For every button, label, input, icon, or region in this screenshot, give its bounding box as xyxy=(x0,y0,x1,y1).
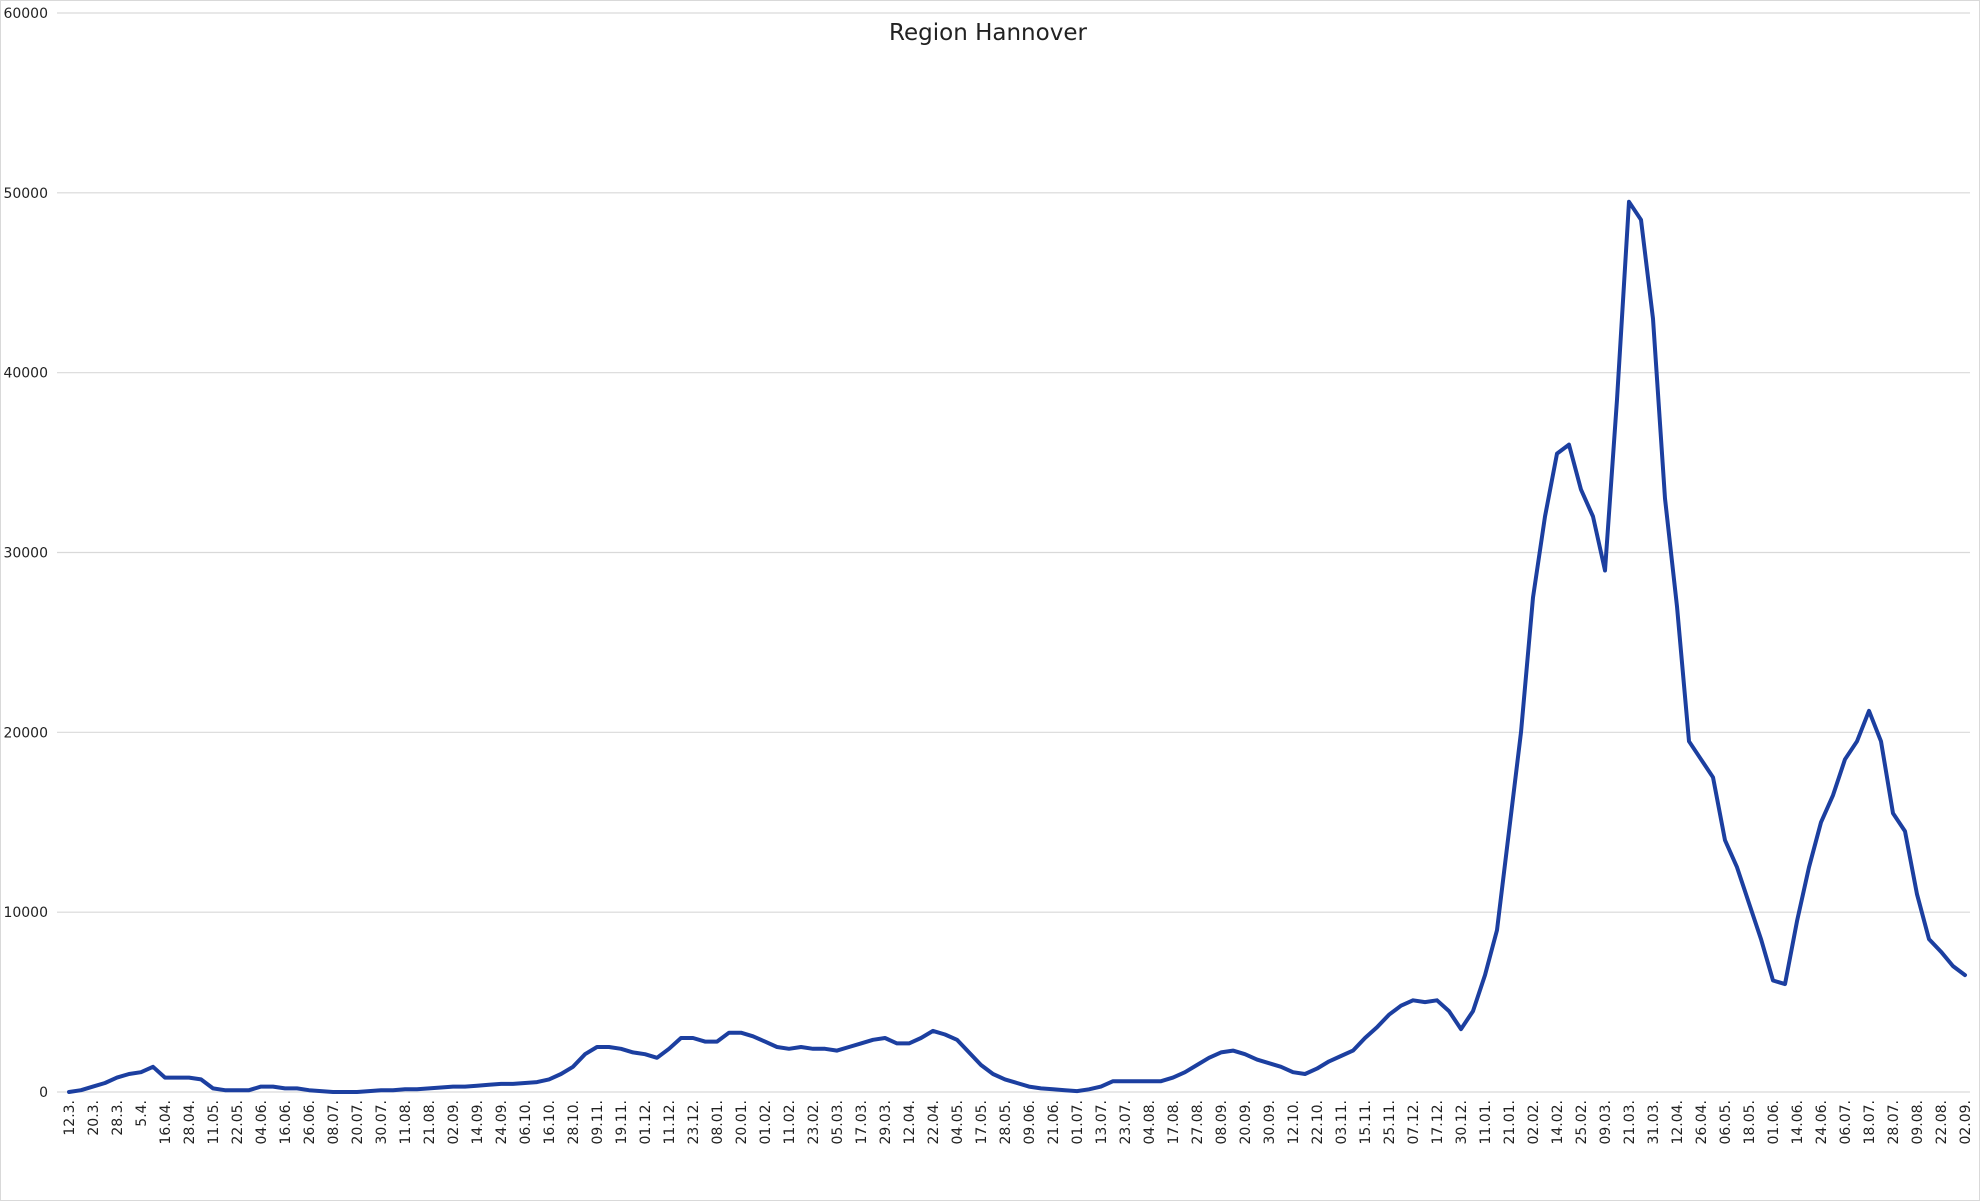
x-tick-label: 28.05. xyxy=(998,1100,1014,1145)
x-tick-label: 11.05. xyxy=(206,1100,222,1145)
chart-title: Region Hannover xyxy=(889,20,1087,46)
x-tick-label: 31.03. xyxy=(1646,1100,1662,1145)
x-tick-label: 14.09. xyxy=(470,1100,486,1145)
x-tick-label: 22.04. xyxy=(926,1100,942,1145)
x-tick-label: 13.07. xyxy=(1094,1100,1110,1145)
x-tick-label: 01.07. xyxy=(1070,1100,1086,1145)
x-tick-label: 28.04. xyxy=(182,1100,198,1145)
x-tick-label: 17.03. xyxy=(854,1100,870,1145)
x-tick-label: 09.11. xyxy=(590,1100,606,1145)
x-tick-label: 09.03. xyxy=(1598,1100,1614,1145)
x-tick-label: 03.11. xyxy=(1334,1100,1350,1145)
x-tick-label: 24.09. xyxy=(494,1100,510,1145)
y-tick-label: 60000 xyxy=(3,6,48,22)
x-tick-label: 11.01. xyxy=(1478,1100,1494,1145)
x-tick-label: 12.04. xyxy=(902,1100,918,1145)
x-tick-label: 28.07. xyxy=(1886,1100,1902,1145)
x-tick-label: 28.3. xyxy=(110,1100,126,1136)
x-tick-label: 20.09. xyxy=(1238,1100,1254,1145)
x-tick-label: 02.09. xyxy=(446,1100,462,1145)
x-tick-label: 17.12. xyxy=(1430,1100,1446,1145)
x-tick-label: 11.12. xyxy=(662,1100,678,1145)
x-tick-label: 29.03. xyxy=(878,1100,894,1145)
y-tick-label: 30000 xyxy=(3,546,48,562)
x-tick-label: 21.06. xyxy=(1046,1100,1062,1145)
x-tick-label: 23.07. xyxy=(1118,1100,1134,1145)
x-tick-label: 5.4. xyxy=(134,1100,150,1127)
x-tick-label: 12.3. xyxy=(62,1100,78,1136)
x-tick-label: 02.09. xyxy=(1958,1100,1974,1145)
x-tick-label: 21.01. xyxy=(1502,1100,1518,1145)
x-tick-label: 06.10. xyxy=(518,1100,534,1145)
x-tick-label: 25.11. xyxy=(1382,1100,1398,1145)
x-tick-label: 18.07. xyxy=(1862,1100,1878,1145)
x-tick-label: 24.06. xyxy=(1814,1100,1830,1145)
x-tick-label: 05.03. xyxy=(830,1100,846,1145)
x-tick-label: 28.10. xyxy=(566,1100,582,1145)
x-tick-label: 25.02. xyxy=(1574,1100,1590,1145)
x-tick-label: 04.05. xyxy=(950,1100,966,1145)
x-tick-label: 14.06. xyxy=(1790,1100,1806,1145)
x-tick-label: 11.08. xyxy=(398,1100,414,1145)
x-tick-label: 01.06. xyxy=(1766,1100,1782,1145)
x-tick-label: 02.02. xyxy=(1526,1100,1542,1145)
x-tick-label: 04.06. xyxy=(254,1100,270,1145)
x-tick-label: 04.08. xyxy=(1142,1100,1158,1145)
x-tick-label: 12.10. xyxy=(1286,1100,1302,1145)
y-tick-label: 10000 xyxy=(3,905,48,921)
x-tick-label: 15.11. xyxy=(1358,1100,1374,1145)
x-tick-label: 11.02. xyxy=(782,1100,798,1145)
x-tick-label: 30.07. xyxy=(374,1100,390,1145)
x-tick-label: 20.01. xyxy=(734,1100,750,1145)
x-tick-label: 08.01. xyxy=(710,1100,726,1145)
x-tick-label: 18.05. xyxy=(1742,1100,1758,1145)
x-tick-label: 16.04. xyxy=(158,1100,174,1145)
x-tick-label: 21.03. xyxy=(1622,1100,1638,1145)
x-tick-label: 09.06. xyxy=(1022,1100,1038,1145)
x-tick-label: 16.06. xyxy=(278,1100,294,1145)
x-tick-label: 20.3. xyxy=(86,1100,102,1136)
y-tick-label: 40000 xyxy=(3,366,48,382)
x-tick-label: 16.10. xyxy=(542,1100,558,1145)
x-tick-label: 21.08. xyxy=(422,1100,438,1145)
x-tick-label: 17.05. xyxy=(974,1100,990,1145)
x-tick-label: 19.11. xyxy=(614,1100,630,1145)
x-tick-label: 22.10. xyxy=(1310,1100,1326,1145)
x-tick-label: 09.08. xyxy=(1910,1100,1926,1145)
x-tick-label: 06.07. xyxy=(1838,1100,1854,1145)
x-tick-label: 23.02. xyxy=(806,1100,822,1145)
x-tick-label: 01.02. xyxy=(758,1100,774,1145)
x-tick-label: 08.09. xyxy=(1214,1100,1230,1145)
x-tick-label: 06.05. xyxy=(1718,1100,1734,1145)
y-tick-label: 0 xyxy=(39,1085,48,1101)
x-tick-label: 26.04. xyxy=(1694,1100,1710,1145)
y-tick-label: 50000 xyxy=(3,186,48,202)
x-tick-label: 08.07. xyxy=(326,1100,342,1145)
x-tick-label: 22.05. xyxy=(230,1100,246,1145)
x-tick-label: 20.07. xyxy=(350,1100,366,1145)
x-tick-label: 22.08. xyxy=(1934,1100,1950,1145)
x-tick-label: 12.04. xyxy=(1670,1100,1686,1145)
x-tick-label: 14.02. xyxy=(1550,1100,1566,1145)
x-tick-label: 27.08. xyxy=(1190,1100,1206,1145)
x-tick-label: 30.12. xyxy=(1454,1100,1470,1145)
y-tick-label: 20000 xyxy=(3,725,48,741)
x-tick-label: 01.12. xyxy=(638,1100,654,1145)
x-tick-label: 26.06. xyxy=(302,1100,318,1145)
data-line xyxy=(67,199,1967,1094)
x-tick-label: 30.09. xyxy=(1262,1100,1278,1145)
x-tick-label: 07.12. xyxy=(1406,1100,1422,1145)
x-tick-label: 17.08. xyxy=(1166,1100,1182,1145)
x-tick-label: 23.12. xyxy=(686,1100,702,1145)
